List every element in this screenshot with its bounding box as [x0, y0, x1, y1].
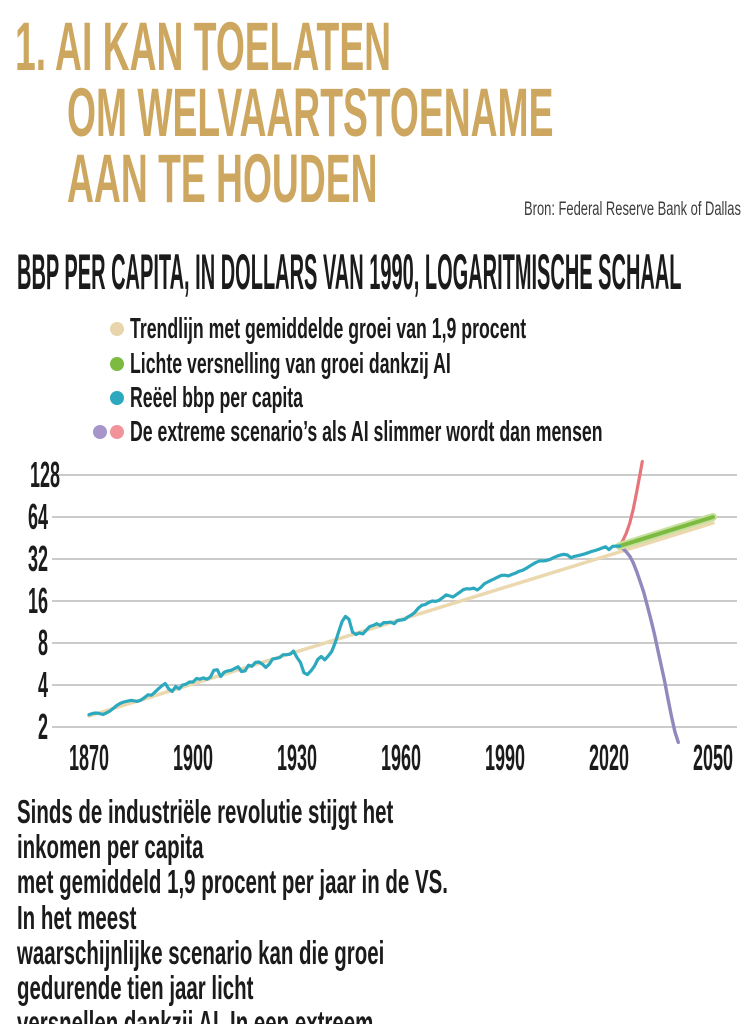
source-credit-text: Bron: Federal Reserve Bank of Dallas: [524, 199, 741, 220]
legend-dot: [110, 390, 124, 405]
legend-dot-group: [80, 425, 124, 440]
chart-title-text: BBP PER CAPITA, IN DOLLARS VAN 1990, LOG…: [17, 244, 682, 300]
series-lichte-versnelling-dankzij-ai: [617, 515, 715, 549]
caption-text: Sinds de industriële revolutie stijgt he…: [17, 793, 448, 1024]
caption-paragraph: Sinds de industriële revolutie stijgt he…: [17, 794, 747, 1024]
chart-title: BBP PER CAPITA, IN DOLLARS VAN 1990, LOG…: [17, 247, 747, 297]
legend-item-versnelling: Lichte versnelling van groei dankzij AI: [80, 346, 747, 380]
legend-dot-group: [80, 322, 124, 337]
page-title-text: 1. AI KAN TOELATEN: [15, 8, 392, 85]
y-tick-label: 16: [27, 580, 48, 621]
legend-label: Lichte versnelling van groei dankzij AI: [130, 347, 451, 380]
y-tick-label: 4: [37, 664, 48, 705]
x-tick-label: 2050: [692, 737, 734, 778]
y-tick-label: 64: [27, 496, 48, 537]
x-tick-label: 2020: [588, 737, 630, 778]
chart-legend: Trendlijn met gemiddelde groei van 1,9 p…: [80, 312, 747, 450]
page-title-line-3: AAN TE HOUDEN: [67, 140, 642, 217]
x-tick-label: 1930: [276, 737, 318, 778]
page-title-line-1: 1. AI KAN TOELATEN: [15, 8, 711, 85]
x-tick-label: 1990: [484, 737, 526, 778]
legend-dot-group: [80, 356, 124, 371]
legend-label: Trendlijn met gemiddelde groei van 1,9 p…: [130, 313, 527, 346]
source-credit: Bron: Federal Reserve Bank of Dallas: [422, 200, 741, 220]
legend-dot: [110, 425, 124, 440]
page-title-text: OM WELVAARTSTOENAME: [67, 74, 554, 151]
y-tick-label: 128: [30, 454, 61, 495]
x-tick-label: 1900: [172, 737, 214, 778]
x-tick-label: 1960: [380, 737, 422, 778]
page-title-text: AAN TE HOUDEN: [67, 140, 378, 217]
legend-dot: [110, 356, 124, 371]
x-tick-label: 1870: [68, 737, 110, 778]
legend-dot: [93, 425, 107, 440]
legend-dot: [110, 322, 124, 337]
series-extreem-rooskleurig-scenario: [617, 459, 644, 548]
series-reeel-bbp-per-capita: [87, 544, 622, 717]
legend-dot-group: [80, 390, 124, 405]
y-tick-label: 8: [37, 622, 48, 663]
legend-item-extreme-scenarios: De extreme scenario’s als AI slimmer wor…: [80, 415, 747, 449]
legend-label: Reëel bbp per capita: [130, 381, 304, 414]
y-tick-label: 2: [37, 706, 48, 747]
page-title-line-2: OM WELVAARTSTOENAME: [67, 74, 747, 151]
legend-item-reeel-bbp: Reëel bbp per capita: [80, 381, 747, 415]
y-tick-label: 32: [27, 538, 48, 579]
legend-item-trendlijn: Trendlijn met gemiddelde groei van 1,9 p…: [80, 312, 747, 346]
series-extreem-donker-scenario: [617, 544, 680, 745]
chart-svg: [52, 459, 737, 745]
legend-label: De extreme scenario’s als AI slimmer wor…: [130, 416, 603, 449]
